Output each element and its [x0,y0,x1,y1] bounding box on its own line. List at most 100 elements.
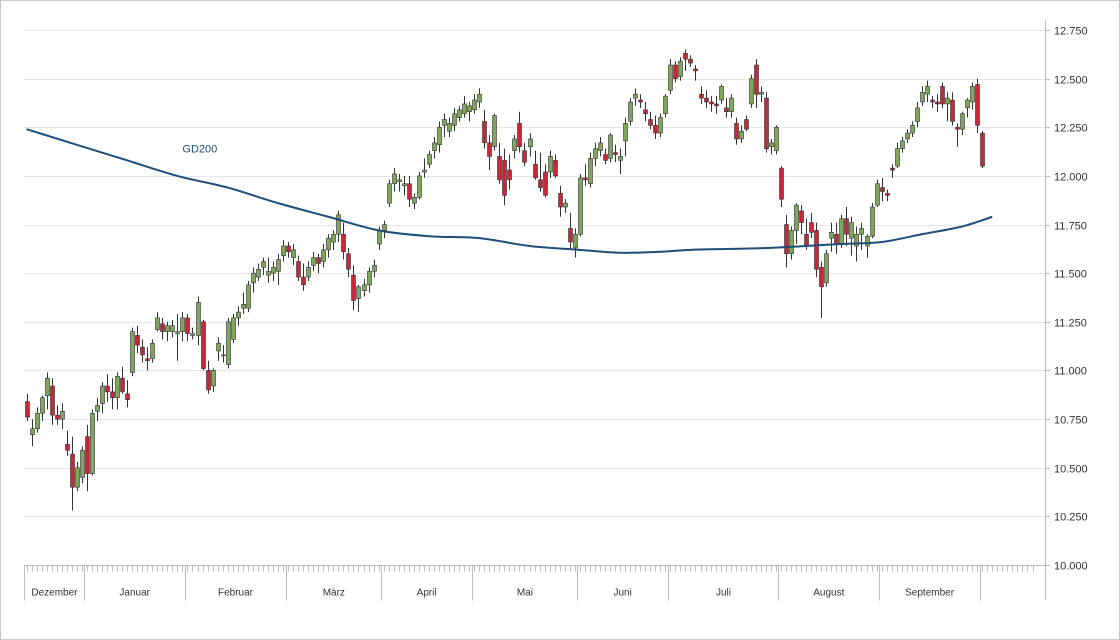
candle-up [452,113,457,126]
candle-up [875,183,880,206]
candle-down [935,101,940,105]
month-label: Januar [119,588,150,599]
candle-up [794,204,799,231]
candle-up [331,233,336,243]
candle-up [920,91,925,103]
candle-down [724,107,729,113]
candle-up [236,311,241,319]
candle-up [895,148,900,167]
candle-down [784,224,789,255]
candle-up [221,354,226,357]
candle-up [90,412,95,474]
candle-up [311,257,316,266]
candle-up [231,317,236,340]
candle-up [150,342,155,360]
candle-down [880,187,885,192]
candle-up [251,272,256,284]
candle-up [306,267,311,278]
candle-down [704,97,709,103]
candle-up [397,179,402,183]
candle-up [759,91,764,95]
month-label: September [905,588,955,599]
candle-down [980,132,985,167]
candle-up [216,342,221,352]
candle-up [75,467,80,488]
candle-down [613,152,618,155]
candle-down [955,126,960,130]
candle-up [427,154,432,165]
candle-up [442,119,447,126]
candle-down [65,444,70,451]
candle-down [487,142,492,157]
moving-average: GD200 [26,128,993,254]
candle-down [206,370,211,391]
gridlines [24,30,1045,566]
month-label: März [323,588,345,599]
candle-up [196,302,201,336]
candle-down [975,84,980,126]
candle-down [538,179,543,188]
candle-up [246,284,251,309]
candle-down [346,253,351,270]
candle-up [663,95,668,114]
candle-down [160,323,165,332]
candle-up [467,105,472,113]
candle-down [407,183,412,200]
candle-up [905,132,910,140]
candle-up [608,134,613,159]
candle-down [316,257,321,264]
candle-up [271,267,276,274]
candle-down [517,123,522,148]
candle-down [754,64,759,95]
candle-up [367,270,372,286]
candle-up [965,99,970,109]
candle-down [543,171,548,196]
x-axis: Dezember Januar Februar März April Mai Juni Jul… [24,565,1045,601]
candle-down [653,125,658,134]
candles [25,49,985,511]
candle-up [362,284,367,291]
y-tick-label: 10.250 [1054,512,1088,524]
candle-down [693,68,698,72]
candle-up [190,333,195,336]
candle-up [668,64,673,91]
candle-down [688,58,693,64]
candle-up [457,109,462,118]
candle-up [739,130,744,140]
candle-up [492,115,497,148]
candle-down [296,261,301,278]
candle-down [714,103,719,107]
candle-up [276,259,281,272]
candle-down [709,101,714,105]
month-label: Juni [613,588,631,599]
candle-up [789,230,794,255]
candle-down [507,169,512,181]
candle-down [744,119,749,130]
candle-up [115,375,120,398]
candle-up [155,317,160,330]
y-tick-label: 10.500 [1054,464,1088,476]
candle-up [321,249,326,262]
candle-up [769,142,774,148]
candle-down [140,346,145,356]
candle-up [859,228,864,235]
candle-down [814,230,819,270]
ma-label: GD200 [182,143,217,155]
candle-down [673,64,678,79]
candle-down [185,317,190,334]
candle-down [764,97,769,149]
candle-up [573,233,578,249]
candle-up [60,411,65,420]
candle-up [392,173,397,184]
candle-up [839,218,844,245]
candle-down [930,99,935,103]
y-tick-label: 12.250 [1054,123,1088,135]
candle-down [120,377,125,393]
candle-up [719,86,724,101]
candle-down [799,210,804,223]
candle-up [910,125,915,134]
candle-down [885,193,890,196]
candle-down [341,233,346,253]
month-label: Februar [218,588,254,599]
